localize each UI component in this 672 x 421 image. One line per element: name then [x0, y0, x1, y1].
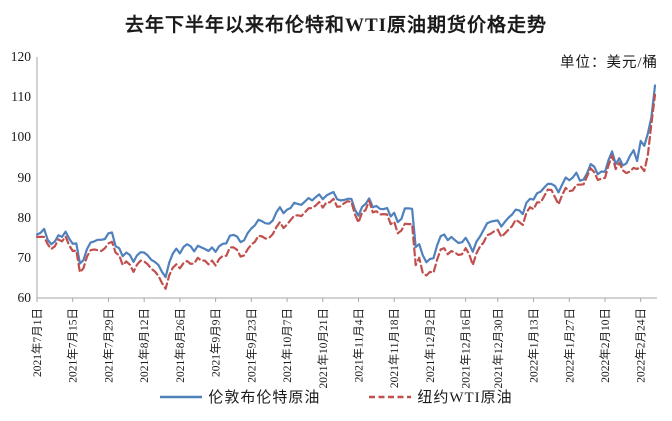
legend-item-wti: 纽约WTI原油: [368, 386, 512, 407]
chart-legend: 伦敦布伦特原油 纽约WTI原油: [0, 386, 672, 407]
x-tick-label: 2022年2月24日: [634, 308, 648, 383]
x-tick-label: 2021年11月18日: [387, 308, 401, 388]
x-tick-label: 2021年11月4日: [352, 308, 366, 382]
y-tick-label: 60: [17, 290, 32, 305]
y-tick-label: 80: [17, 209, 32, 225]
y-tick-label: 70: [17, 249, 32, 265]
chart-title: 去年下半年以来布伦特和WTI原油期货价格走势: [124, 15, 548, 36]
brent-line-swatch-icon: [160, 395, 203, 398]
x-tick-label: 2021年12月16日: [459, 308, 473, 389]
wti-dashed-line-swatch-icon: [369, 395, 412, 398]
x-tick-label: 2022年1月27日: [562, 308, 576, 383]
x-tick-label: 2022年2月10日: [598, 308, 612, 383]
x-tick-label: 2021年12月2日: [423, 308, 437, 383]
unit-label: 单位：美元/桶: [559, 55, 658, 71]
x-tick-label: 2021年7月15日: [66, 308, 80, 383]
legend-label-wti: 纽约WTI原油: [417, 390, 513, 406]
x-tick-label: 2021年8月26日: [173, 308, 187, 383]
x-tick-label: 2021年12月30日: [491, 308, 505, 389]
x-tick-label: 2021年9月23日: [244, 308, 258, 383]
series-line-wti: [35, 93, 657, 290]
legend-label-brent: 伦敦布伦特原油: [208, 390, 321, 406]
x-tick-label: 2021年8月12日: [137, 308, 151, 383]
x-tick-label: 2021年9月9日: [209, 308, 223, 377]
x-tick-label: 2021年7月1日: [30, 308, 44, 377]
y-tick-label: 110: [11, 89, 31, 105]
x-tick-label: 2021年10月21日: [316, 308, 330, 389]
x-tick-label: 2022年1月13日: [527, 308, 541, 383]
y-tick-label: 90: [17, 169, 32, 185]
series-line-brent: [35, 84, 657, 279]
y-tick-label: 120: [10, 49, 31, 64]
x-tick-label: 2021年7月29日: [101, 308, 115, 383]
y-axis-labels: 60 70 80 90 100 110 120: [0, 0, 31, 421]
legend-item-brent: 伦敦布伦特原油: [159, 386, 320, 407]
x-tick-label: 2021年10月7日: [280, 308, 294, 383]
y-tick-label: 100: [10, 129, 31, 145]
